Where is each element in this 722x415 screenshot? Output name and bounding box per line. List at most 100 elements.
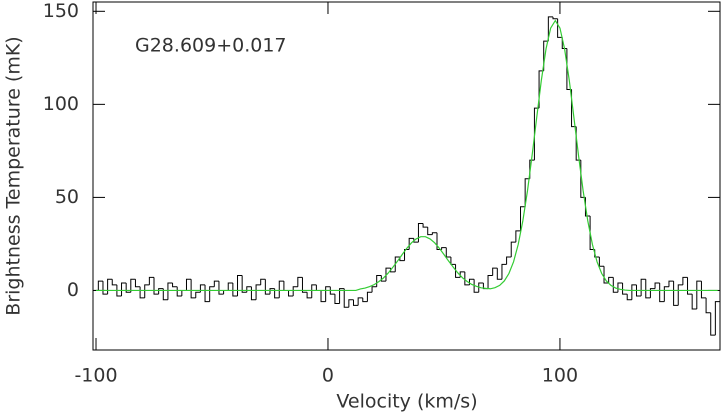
spectrum-channel [654,282,660,289]
spectrum-channel [431,232,438,235]
spectrum-channel [464,271,470,286]
x-axis-label: Velocity (km/s) [336,391,477,413]
spectrum-channel [237,275,243,297]
spectrum-channel [506,256,512,265]
spectrum-channel [311,284,317,298]
spectrum-channel [524,178,530,207]
spectrum-channel [380,275,386,282]
spectrum-channel [422,223,428,228]
spectrum-channel [687,277,693,295]
spectrum-channel [413,238,419,243]
spectrum-channel [102,281,108,295]
spectrum-channel [515,230,521,243]
spectrum-channel [668,280,674,287]
spectrum-channel [246,286,252,293]
spectrum-channel [301,277,308,293]
spectrum-channel [158,288,164,295]
spectrum-channel [297,276,303,287]
spectrum-channel [134,279,141,288]
spectrum-channel [209,286,215,302]
spectrum-channel [348,299,354,308]
spectrum-channel [148,276,155,285]
spectrum-channel [218,281,224,295]
spectrum-channel [510,241,516,257]
spectrum-channel [696,280,702,310]
spectrum-channel [329,286,335,295]
spectrum-channel [691,294,697,310]
y-tick-label: 100 [43,93,79,115]
spectrum-channel [130,278,136,293]
spectrum-channel [445,247,451,258]
spectrum-channel [450,256,456,265]
spectrum-channel [552,16,558,20]
spectrum-channel [394,256,400,272]
spectrum-channel [250,286,257,301]
spectrum-channel [325,286,331,302]
y-tick-label: 0 [67,279,79,301]
x-tick-label: -100 [74,365,117,387]
spectrum-channel [172,283,178,288]
spectrum-channel [705,297,711,314]
spectrum-channel [352,299,359,306]
spectrum-channel [473,279,479,293]
spectrum-channel [714,301,720,336]
spectrum-channel [232,283,238,297]
annotation: G28.609+0.017 [135,35,287,57]
spectrum-channel [153,277,159,295]
spectrum-channel [283,281,289,291]
spectrum-channel [640,278,646,297]
spectrum-channel [274,288,280,299]
spectrum-channel [645,279,651,299]
spectrum-channel [496,268,502,280]
spectrum-channel [269,288,275,295]
spectrum-channel [362,297,368,303]
spectrum-channel [598,256,605,267]
x-tick-label: 100 [542,365,578,387]
spectrum-channel [682,276,688,285]
spectrum-channel [343,288,349,308]
spectrum-channel [677,284,683,306]
spectrum-channel [121,282,127,297]
spectrum-channel [404,249,410,261]
spectrum-channel [501,263,507,280]
spectrum-channel [176,286,182,297]
spectrum-channel [357,297,363,306]
spectrum-channel [673,281,679,306]
spectrum-channel [181,289,187,297]
spectrum-channel [320,290,326,303]
spectrum-channel [427,227,433,236]
x-tick-label: 0 [322,365,334,387]
spectrum-channel [478,282,484,293]
spectrum-channel [116,284,122,297]
spectrum-channel [334,294,340,304]
spectrum-channel [455,264,461,278]
spectrum-channel [288,290,294,297]
spectrum-channel [125,283,131,293]
spectrum-channel [385,267,391,282]
spectrum-channel [603,266,609,284]
spectrum-channel [700,281,707,299]
spectrum-channel [649,288,656,298]
spectrum-channel [204,284,210,303]
spectrum-channel [487,275,493,289]
spectrum-channel [260,278,266,285]
spectrum-channel [631,284,637,300]
spectrum-channel [612,277,618,293]
spectrum-channel [144,284,150,298]
spectrum-channel [520,206,526,231]
spectrum-channel [608,276,614,284]
spectrum-channel [241,275,247,293]
spectrum-channel [292,286,298,297]
spectrum-channel [306,292,312,299]
spectrum-channel [635,284,642,297]
spectrum-channel [366,291,373,302]
spectrum-channel [626,294,632,301]
spectrum-channel [190,279,196,299]
spectrum-channel [264,279,270,295]
spectrum-channel [97,280,103,291]
y-tick-label: 150 [43,0,79,22]
fit-line [96,19,718,292]
spectrum-channel [659,283,665,303]
y-tick-label: 50 [55,186,79,208]
